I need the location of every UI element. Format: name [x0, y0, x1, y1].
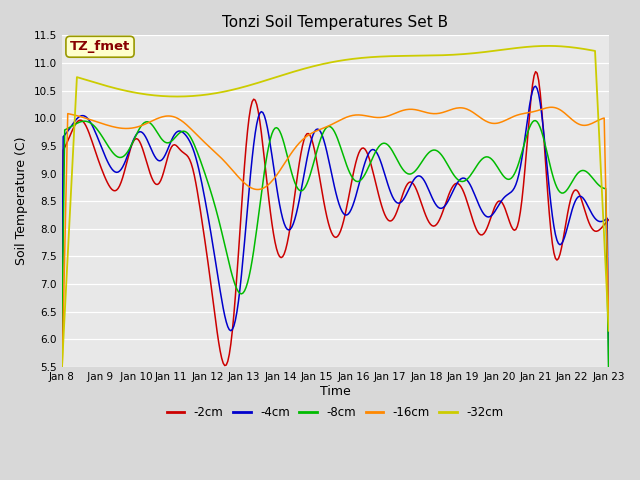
Legend: -2cm, -4cm, -8cm, -16cm, -32cm: -2cm, -4cm, -8cm, -16cm, -32cm: [162, 402, 508, 424]
Title: Tonzi Soil Temperatures Set B: Tonzi Soil Temperatures Set B: [222, 15, 448, 30]
Y-axis label: Soil Temperature (C): Soil Temperature (C): [15, 137, 28, 265]
Text: TZ_fmet: TZ_fmet: [70, 40, 130, 53]
X-axis label: Time: Time: [320, 384, 351, 398]
